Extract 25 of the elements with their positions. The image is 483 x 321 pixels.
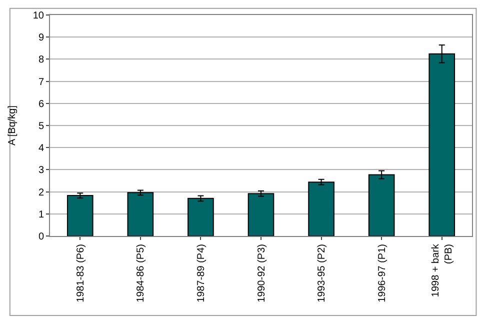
y-tick-label: 9	[38, 32, 44, 44]
y-tick-label: 5	[38, 121, 44, 132]
y-tick-label: 1	[38, 209, 44, 220]
bar	[308, 182, 334, 236]
x-tick-label: 1981-83 (P6)	[75, 244, 86, 302]
x-tick-label: 1987-89 (P4)	[196, 244, 207, 302]
y-tick-label: 3	[38, 165, 44, 176]
bar	[368, 174, 395, 236]
y-axis-title: A [Bq/kg]	[6, 105, 18, 146]
bar	[248, 193, 274, 236]
y-tick-label: 2	[38, 187, 44, 198]
x-tick-label: 1993-95 (P2)	[316, 244, 328, 302]
bar	[127, 192, 154, 236]
x-tick-label: 1996-97 (P1)	[376, 244, 388, 302]
y-tick-label: 7	[38, 76, 44, 88]
x-tick-label: 1998 + bark (PB)	[430, 243, 455, 298]
y-tick-label: 4	[38, 143, 44, 154]
bar	[188, 198, 214, 236]
bar	[66, 195, 94, 236]
y-tick-label: 8	[38, 54, 44, 66]
y-tick-label: 6	[38, 98, 44, 110]
y-tick-label: 0	[38, 232, 44, 242]
x-tick-label: 1984-86 (P5)	[136, 244, 147, 302]
y-tick-label: 10	[32, 10, 44, 22]
x-tick-label: 1990-92 (P3)	[256, 244, 268, 302]
